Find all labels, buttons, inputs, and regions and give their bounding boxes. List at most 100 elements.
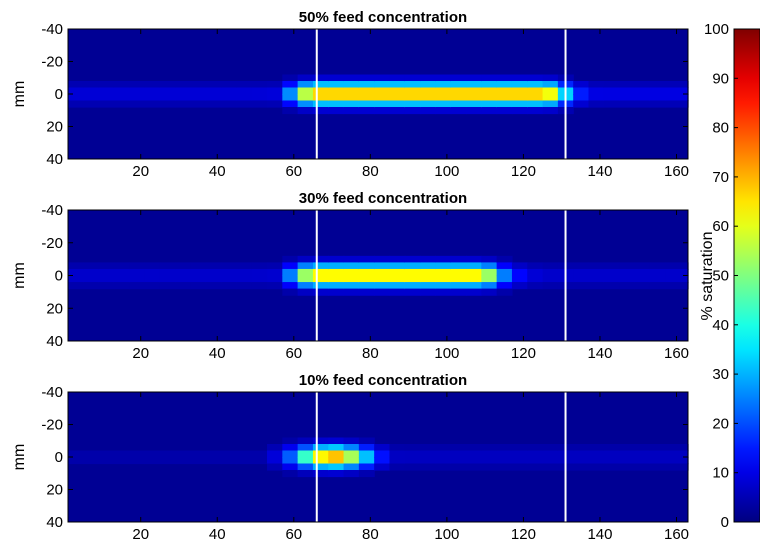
heat-cell [312, 450, 329, 458]
heat-cell [68, 268, 84, 277]
heat-cell [619, 94, 636, 102]
heat-cell [527, 268, 544, 277]
heat-cell [511, 282, 528, 290]
heat-cell [83, 81, 100, 89]
heat-cell [466, 100, 482, 108]
heat-cell [680, 457, 689, 465]
heat-cell [603, 262, 620, 270]
heat-cell [680, 450, 689, 458]
heat-cell [159, 268, 176, 277]
heat-cell [205, 100, 222, 108]
heat-cell [205, 87, 222, 95]
heat-cell [282, 74, 299, 82]
panel-3-y-axis-label: mm [11, 444, 28, 471]
heat-cell [113, 268, 130, 277]
heat-cell [144, 282, 161, 290]
heat-cell [343, 282, 360, 290]
y-tick-label: 0 [55, 449, 63, 466]
heat-cell [450, 94, 467, 102]
heat-cell [389, 282, 406, 290]
heat-cell [603, 100, 620, 108]
heat-cell [312, 470, 329, 478]
x-tick-label: 100 [434, 526, 459, 543]
heat-cell [481, 268, 498, 277]
heat-cell [634, 457, 651, 465]
heat-cell [129, 275, 146, 283]
heat-cell [466, 81, 482, 89]
y-tick-label: -40 [41, 21, 63, 38]
heat-cell [267, 100, 283, 108]
heat-cell [98, 268, 115, 277]
heat-cell [297, 107, 314, 115]
heat-cell [282, 288, 299, 296]
heat-cell [496, 275, 513, 283]
colorbar-tick-label: 30 [712, 366, 729, 383]
heat-cell [328, 100, 345, 108]
heat-cell [404, 275, 421, 283]
heat-cell [175, 81, 192, 89]
heat-cell [312, 262, 329, 270]
heat-cell [450, 450, 467, 458]
heat-cell [404, 94, 421, 102]
heat-cell [129, 262, 146, 270]
heat-cell [282, 94, 299, 102]
heat-cell [588, 94, 605, 102]
heat-cell [205, 457, 222, 465]
heat-cell [573, 100, 590, 108]
heat-cell [221, 81, 237, 89]
heat-cell [389, 463, 406, 471]
heat-cell [466, 463, 482, 471]
heat-cell [267, 94, 283, 102]
heat-cell [481, 282, 498, 290]
heat-cell [175, 457, 192, 465]
heat-cell [251, 94, 268, 102]
heat-cell [435, 255, 452, 263]
heat-cell [297, 444, 314, 452]
heat-cell [68, 457, 84, 465]
y-tick-label: 40 [46, 514, 63, 531]
heat-cell [328, 262, 345, 270]
heat-cell [374, 450, 391, 458]
heat-cell [343, 94, 360, 102]
heat-cell [481, 288, 498, 296]
heat-cell [251, 275, 268, 283]
heat-cell [113, 94, 130, 102]
heat-cell [328, 282, 345, 290]
heat-cell [251, 262, 268, 270]
heat-cell [665, 100, 681, 108]
heat-cell [665, 268, 681, 277]
heat-cell [466, 107, 482, 115]
heat-cell [404, 457, 421, 465]
heat-cell [374, 268, 391, 277]
heat-cell [312, 437, 329, 445]
heat-cell [251, 450, 268, 458]
heat-cell [511, 100, 528, 108]
heat-cell [312, 457, 329, 465]
heat-cell [573, 87, 590, 95]
heat-cell [496, 450, 513, 458]
heat-cell [573, 268, 590, 277]
heat-cell [221, 262, 237, 270]
heat-cell [282, 107, 299, 115]
heat-cell [404, 262, 421, 270]
heat-cell [190, 282, 207, 290]
heat-cell [175, 268, 192, 277]
colorbar-tick-label: 70 [712, 169, 729, 186]
y-tick-label: -20 [41, 417, 63, 434]
heat-cell [481, 255, 498, 263]
heat-cell [267, 268, 283, 277]
heat-cell [527, 444, 544, 452]
x-tick-label: 60 [285, 345, 302, 362]
heat-cell [297, 288, 314, 296]
x-tick-label: 120 [511, 163, 536, 180]
heat-cell [542, 262, 559, 270]
heat-cell [343, 437, 360, 445]
heat-cell [236, 100, 253, 108]
heat-cell [450, 100, 467, 108]
y-tick-label: -40 [41, 202, 63, 219]
heat-cell [481, 87, 498, 95]
heat-cell [358, 262, 375, 270]
heat-cell [282, 444, 299, 452]
heat-cell [420, 450, 437, 458]
